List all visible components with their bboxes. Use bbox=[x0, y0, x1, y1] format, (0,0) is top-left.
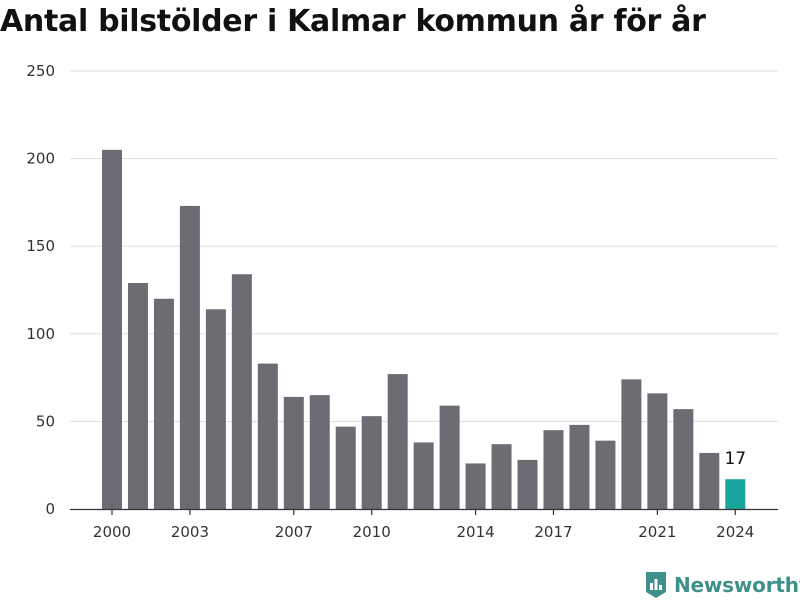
bar-2014 bbox=[465, 463, 486, 509]
bar-2002 bbox=[153, 298, 174, 509]
gridlines bbox=[70, 70, 778, 422]
bar-2003 bbox=[179, 205, 200, 510]
bar-2012 bbox=[413, 442, 434, 509]
y-tick-label: 250 bbox=[26, 62, 55, 80]
brand: Newsworthy bbox=[644, 568, 800, 600]
bar-2016 bbox=[517, 459, 538, 509]
newsworthy-logo-icon bbox=[646, 572, 666, 598]
y-tick-label: 150 bbox=[26, 237, 55, 255]
y-tick-label: 50 bbox=[36, 412, 55, 430]
bar-2011 bbox=[387, 374, 408, 509]
y-tick-label: 200 bbox=[26, 150, 55, 168]
bar-2019 bbox=[595, 440, 616, 509]
bar-2015 bbox=[491, 444, 512, 509]
bar-2005 bbox=[231, 274, 252, 509]
bar-2013 bbox=[439, 405, 460, 509]
bar-2024 bbox=[725, 479, 746, 509]
bars bbox=[102, 149, 746, 510]
bar-2007 bbox=[283, 396, 304, 509]
bar-2010 bbox=[361, 416, 382, 509]
bar-2004 bbox=[205, 309, 226, 509]
bar-2000 bbox=[102, 149, 122, 509]
x-tick-label: 2024 bbox=[716, 523, 754, 541]
bar-2001 bbox=[127, 282, 148, 509]
x-tick-label: 2017 bbox=[534, 523, 572, 541]
bar-2022 bbox=[673, 409, 694, 509]
x-tick-label: 2007 bbox=[275, 523, 313, 541]
x-tick-label: 2003 bbox=[171, 523, 209, 541]
x-tick-label: 2021 bbox=[638, 523, 676, 541]
value-label-2024: 17 bbox=[724, 449, 746, 469]
y-tick-label: 100 bbox=[26, 325, 55, 343]
bar-2009 bbox=[335, 426, 356, 509]
brand-name: Newsworthy bbox=[674, 573, 800, 597]
bar-2020 bbox=[621, 379, 642, 509]
bar-2023 bbox=[699, 452, 720, 509]
bar-2018 bbox=[569, 424, 590, 509]
bar-2008 bbox=[309, 395, 330, 509]
x-tick-label: 2000 bbox=[93, 523, 131, 541]
chart-title: Antal bilstölder i Kalmar kommun år för … bbox=[0, 4, 706, 39]
bar-2006 bbox=[257, 363, 278, 509]
x-tick-label: 2010 bbox=[353, 523, 391, 541]
labels: 0 50 100 150 200 250 2000 2003 2007 2010 2014 2017 2… bbox=[26, 62, 754, 541]
x-axis bbox=[70, 508, 778, 515]
bar-2021 bbox=[647, 393, 668, 509]
bar-2017 bbox=[543, 430, 564, 509]
x-tick-label: 2014 bbox=[456, 523, 494, 541]
y-tick-label: 0 bbox=[45, 500, 55, 518]
